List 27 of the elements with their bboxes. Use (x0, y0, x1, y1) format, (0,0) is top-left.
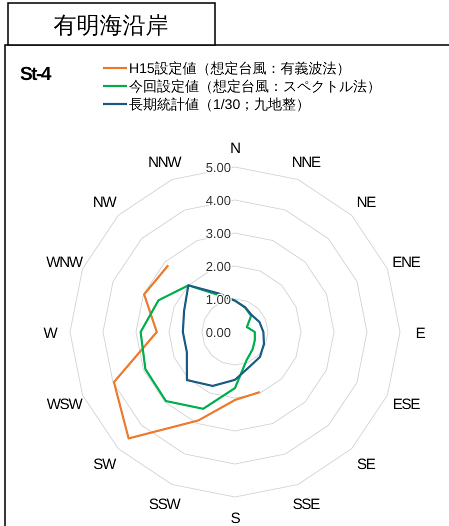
y-tick-label: 1.00 (206, 292, 231, 307)
y-tick-label: 3.00 (206, 226, 231, 241)
spoke-label: S (230, 510, 241, 526)
spoke-label: SSW (148, 496, 182, 513)
y-tick-label: 2.00 (206, 259, 231, 274)
y-tick-label: 5.00 (206, 160, 231, 175)
spoke-label: ENE (392, 254, 421, 272)
spoke-label: WNW (46, 254, 84, 272)
spoke-label: SE (357, 456, 376, 473)
legend-label: H15設定値（想定台風：有義波法） (129, 60, 351, 76)
spoke-label: N (230, 140, 240, 157)
spoke-label: SW (93, 456, 118, 473)
spoke-label: NNW (148, 154, 182, 172)
spoke-label: NE (356, 194, 376, 212)
spoke-label: SSE (292, 496, 320, 513)
chart-title: 有明海沿岸 (54, 12, 168, 38)
legend-label: 今回設定値（想定台風：スペクトル法） (129, 78, 381, 94)
y-tick-label: 0.00 (206, 325, 231, 340)
y-tick-label: 4.00 (206, 193, 231, 208)
spoke-label: NNE (292, 154, 322, 172)
spoke-label: W (44, 325, 59, 342)
spoke-label: WSW (46, 396, 84, 413)
chart-subtitle: St-4 (20, 64, 52, 85)
spoke-label: NW (92, 194, 118, 212)
spoke-label: ESE (392, 396, 420, 413)
legend-label: 長期統計値（1/30；九地整） (129, 96, 310, 112)
spoke-label: E (416, 325, 426, 342)
